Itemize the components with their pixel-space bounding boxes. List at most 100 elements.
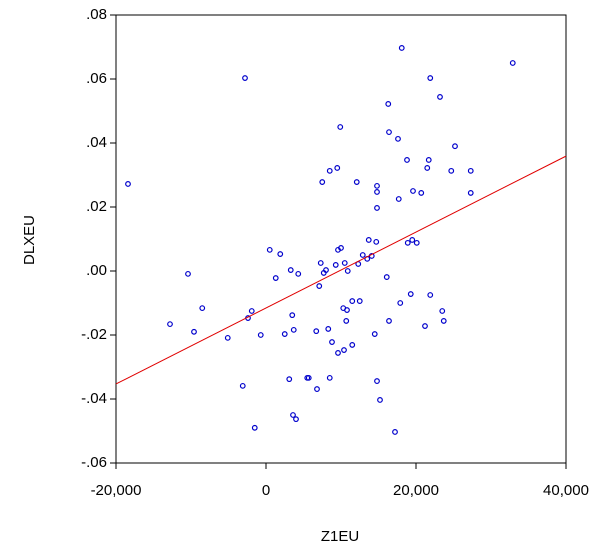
point bbox=[239, 382, 246, 389]
point bbox=[334, 165, 341, 171]
point bbox=[343, 318, 350, 324]
point bbox=[248, 308, 255, 314]
x-tick-label: 0 bbox=[262, 482, 270, 499]
point bbox=[374, 182, 380, 189]
point bbox=[386, 129, 392, 136]
point bbox=[392, 429, 398, 435]
point bbox=[383, 274, 390, 280]
point bbox=[338, 245, 344, 251]
point bbox=[281, 331, 288, 337]
point bbox=[404, 157, 410, 163]
point bbox=[427, 75, 434, 81]
point bbox=[359, 252, 366, 258]
point bbox=[409, 237, 416, 243]
point bbox=[404, 239, 411, 246]
y-axis-label: DLXEU bbox=[21, 215, 38, 265]
point bbox=[337, 124, 344, 130]
point bbox=[323, 267, 329, 273]
point bbox=[277, 251, 284, 257]
point bbox=[509, 60, 516, 66]
point bbox=[377, 397, 383, 403]
point bbox=[290, 326, 297, 333]
point bbox=[353, 179, 360, 185]
point bbox=[425, 157, 432, 163]
point bbox=[191, 328, 197, 335]
point bbox=[286, 376, 293, 383]
point bbox=[317, 260, 324, 266]
point bbox=[125, 181, 131, 187]
point bbox=[199, 305, 206, 312]
point bbox=[290, 412, 296, 418]
plot-frame bbox=[115, 14, 567, 464]
x-tick-label: -20,000 bbox=[91, 482, 142, 499]
point bbox=[422, 323, 428, 329]
y-tick-label: .00 bbox=[86, 262, 107, 279]
point bbox=[467, 167, 474, 174]
point bbox=[325, 326, 332, 332]
point bbox=[413, 239, 420, 246]
point bbox=[167, 321, 173, 328]
point bbox=[326, 167, 333, 174]
point bbox=[418, 190, 425, 196]
point bbox=[356, 298, 363, 304]
point bbox=[314, 386, 320, 392]
point bbox=[439, 308, 446, 314]
point bbox=[448, 167, 455, 174]
fit-line bbox=[115, 155, 567, 385]
y-tick-label: -.02 bbox=[81, 326, 107, 343]
point bbox=[349, 342, 356, 348]
y-tick-label: .02 bbox=[86, 198, 107, 215]
point bbox=[386, 318, 392, 324]
point bbox=[313, 328, 320, 335]
point bbox=[397, 300, 404, 306]
point bbox=[341, 347, 347, 353]
point bbox=[344, 268, 351, 274]
point bbox=[287, 267, 294, 273]
point bbox=[293, 416, 299, 423]
point bbox=[272, 275, 279, 281]
point bbox=[452, 143, 458, 150]
point bbox=[257, 332, 264, 338]
point bbox=[326, 374, 333, 381]
x-tick-label: 20,000 bbox=[393, 482, 439, 499]
point bbox=[440, 318, 447, 324]
y-tick-label: .06 bbox=[86, 70, 107, 87]
point bbox=[242, 75, 248, 81]
point bbox=[398, 45, 405, 51]
x-tick-label: 40,000 bbox=[543, 482, 589, 499]
point bbox=[251, 424, 258, 431]
point bbox=[424, 165, 431, 171]
point bbox=[365, 237, 372, 243]
x-axis-label: Z1EU bbox=[321, 528, 359, 545]
point bbox=[305, 374, 312, 381]
point bbox=[385, 101, 392, 107]
point bbox=[373, 238, 380, 245]
y-tick-label: -.04 bbox=[81, 390, 107, 407]
point bbox=[329, 339, 335, 345]
point bbox=[266, 246, 273, 253]
point bbox=[395, 135, 401, 142]
point bbox=[335, 350, 341, 356]
y-tick-label: .04 bbox=[86, 134, 107, 151]
y-tick-label: .08 bbox=[86, 6, 107, 23]
point bbox=[185, 270, 191, 277]
point bbox=[395, 196, 402, 202]
point bbox=[437, 94, 443, 100]
point bbox=[319, 179, 326, 185]
point bbox=[349, 298, 356, 304]
point bbox=[332, 262, 339, 268]
point bbox=[410, 188, 416, 194]
point bbox=[374, 205, 380, 211]
point bbox=[316, 283, 323, 289]
point bbox=[374, 189, 380, 195]
point bbox=[374, 378, 380, 384]
point bbox=[344, 307, 350, 313]
point bbox=[467, 190, 474, 196]
point bbox=[427, 292, 434, 298]
point bbox=[289, 312, 296, 319]
y-tick-label: -.06 bbox=[81, 454, 107, 471]
point bbox=[295, 270, 302, 277]
point bbox=[371, 331, 378, 337]
